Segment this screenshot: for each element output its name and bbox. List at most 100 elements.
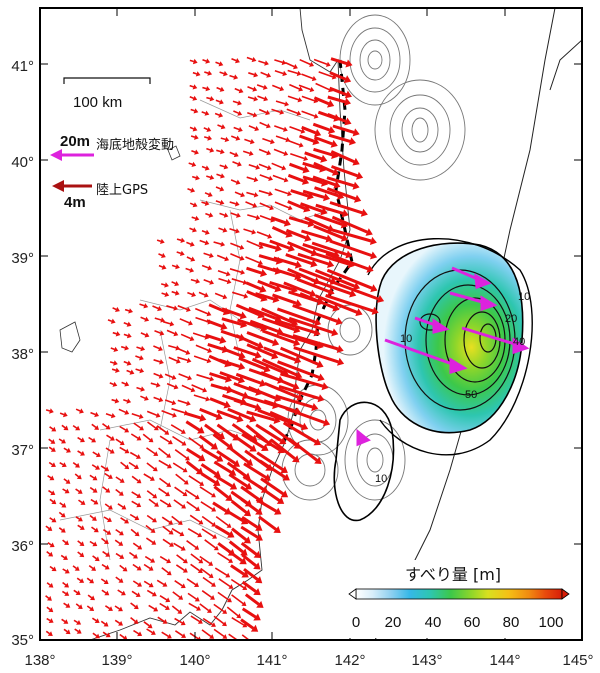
gps-arrow (258, 163, 269, 169)
gps-arrow-head (119, 440, 125, 446)
gps-arrow (243, 568, 259, 581)
gps-arrow-head (194, 149, 199, 155)
gps-arrow-head (352, 282, 361, 290)
gps-arrow-head (321, 382, 329, 391)
gps-arrow (330, 165, 359, 178)
gps-arrow (272, 84, 281, 90)
gps-arrow (228, 633, 239, 640)
gps-arrow-head (296, 393, 304, 401)
gps-arrow (162, 538, 172, 546)
gps-arrow-head (182, 558, 188, 564)
gps-arrow-head (189, 241, 195, 247)
gps-arrow (75, 603, 81, 608)
gps-arrow (255, 423, 282, 442)
gps-arrow (186, 578, 197, 586)
gps-arrow (274, 125, 285, 131)
gps-arrow-head (206, 311, 212, 317)
gps-arrow-head (64, 488, 70, 494)
gps-arrow (200, 463, 217, 476)
gps-arrow (315, 203, 344, 215)
gps-arrow (288, 162, 305, 171)
gps-arrow-head (165, 597, 171, 603)
gps-arrow-head (256, 600, 264, 608)
gps-arrow (259, 202, 271, 209)
gps-arrow-head (66, 447, 71, 453)
gps-arrow (161, 292, 166, 296)
gps-arrow (217, 542, 232, 554)
gps-arrow (276, 307, 316, 324)
gps-arrow-head (207, 191, 213, 197)
gps-arrow-head (331, 151, 339, 159)
gps-arrow-head (94, 633, 100, 639)
gps-arrow (115, 438, 122, 444)
lat-tick-label: 36° (11, 538, 34, 555)
gps-arrow (247, 86, 254, 90)
gps-arrow-head (285, 230, 293, 238)
gps-arrow (217, 552, 231, 562)
gps-arrow (187, 188, 192, 191)
gps-arrow (301, 110, 316, 117)
lon-tick-label: 142° (334, 652, 365, 669)
gps-arrow-head (237, 110, 243, 116)
gps-arrow (63, 602, 68, 607)
gps-arrow (179, 318, 190, 324)
gps-arrow (312, 175, 336, 187)
gps-arrow (283, 281, 312, 295)
gps-arrow-head (126, 398, 132, 404)
gps-arrow (213, 628, 225, 638)
gps-arrow-head (253, 72, 259, 78)
gps-arrow (115, 528, 122, 534)
gps-arrow (217, 591, 230, 601)
gps-arrow (329, 239, 372, 257)
gps-arrow (246, 343, 274, 357)
gps-arrow-head (154, 502, 159, 507)
gps-arrow-head (211, 492, 216, 498)
gps-arrow (233, 110, 239, 114)
gps-arrow (168, 344, 177, 349)
gps-arrow-head (344, 90, 352, 99)
gps-arrow-head (47, 526, 53, 531)
gps-arrow-head (169, 321, 175, 327)
gps-arrow (185, 460, 200, 472)
gps-arrow-head (317, 373, 325, 382)
gps-arrow-head (210, 622, 216, 627)
colorbar-tick: 20 (385, 614, 402, 631)
gps-arrow-head (228, 584, 234, 589)
gps-arrow (77, 436, 82, 441)
gps-arrow (287, 437, 318, 462)
gps-arrow (153, 345, 160, 350)
gps-arrow (58, 511, 63, 516)
gps-arrow (264, 382, 299, 399)
gps-arrow-head (93, 527, 99, 533)
gps-arrow (120, 461, 127, 468)
gps-arrow-head (252, 642, 257, 647)
gps-arrow-head (181, 440, 187, 446)
gps-arrow-head (197, 426, 205, 434)
gps-arrow (301, 95, 315, 102)
gps-arrow-head (331, 328, 339, 337)
gps-arrow-head (192, 227, 197, 233)
gps-arrow (111, 368, 117, 372)
gps-arrow (273, 148, 285, 155)
gps-arrow-head (175, 264, 180, 270)
gps-arrow (171, 527, 182, 535)
gps-arrow (279, 372, 324, 388)
gps-arrow-head (243, 509, 251, 517)
gps-arrow (47, 475, 52, 479)
gps-arrow-head (278, 437, 287, 445)
gps-arrow (166, 305, 175, 309)
gps-arrow (186, 256, 192, 260)
gps-arrow-head (312, 137, 320, 146)
gps-arrow (287, 267, 316, 283)
gps-arrow-head (210, 442, 218, 450)
gps-arrow-head (194, 215, 200, 221)
gps-arrow (86, 577, 92, 582)
gps-arrow (136, 386, 142, 390)
gps-arrow (102, 529, 109, 534)
gps-arrow-head (331, 168, 340, 176)
gps-arrow (188, 436, 202, 447)
gps-arrow-head (61, 438, 66, 444)
gps-arrow (189, 126, 195, 130)
gps-arrow (174, 580, 183, 587)
gps-arrow (146, 628, 153, 634)
